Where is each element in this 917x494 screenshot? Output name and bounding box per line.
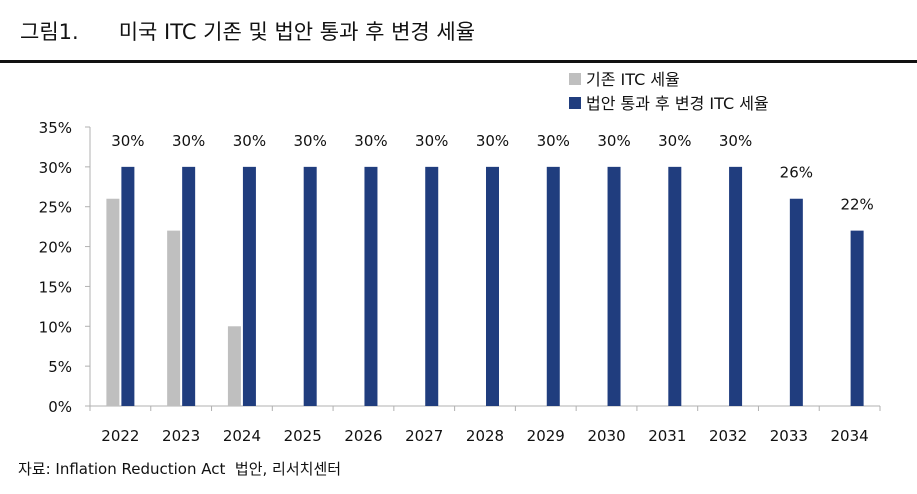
y-tick-label: 25% xyxy=(39,199,72,217)
x-tick-label: 2028 xyxy=(466,427,504,445)
x-tick-label: 2031 xyxy=(648,427,686,445)
data-label: 22% xyxy=(840,196,873,214)
y-tick-label: 15% xyxy=(39,278,72,296)
legend-swatch xyxy=(569,73,581,85)
x-tick-label: 2027 xyxy=(405,427,443,445)
legend-label: 법안 통과 후 변경 ITC 세율 xyxy=(586,94,769,113)
bar-changed xyxy=(607,166,621,406)
y-tick-label: 5% xyxy=(48,358,72,376)
x-tick-label: 2022 xyxy=(101,427,139,445)
bar-changed xyxy=(303,166,317,406)
data-label: 30% xyxy=(233,132,266,150)
data-label: 30% xyxy=(294,132,327,150)
bar-changed xyxy=(364,166,378,406)
bar-changed xyxy=(546,166,560,406)
bars xyxy=(106,166,864,406)
title-divider xyxy=(0,60,917,63)
bar-changed xyxy=(668,166,682,406)
source-note: 자료: Inflation Reduction Act 법안, 리서치센터 xyxy=(18,460,342,478)
bar-changed xyxy=(121,166,135,406)
y-tick-label: 35% xyxy=(39,119,72,137)
legend-label: 기존 ITC 세율 xyxy=(586,70,680,89)
y-tick-label: 0% xyxy=(48,398,72,416)
x-tick-label: 2030 xyxy=(587,427,625,445)
y-tick-label: 20% xyxy=(39,239,72,257)
data-label: 30% xyxy=(597,132,630,150)
x-axis: 2022 2023 2024 2025 2026 2027 2028 2029 2030 2031… xyxy=(89,405,881,445)
figure-title: 그림1. 미국 ITC 기존 및 법안 통과 후 변경 세율 xyxy=(20,20,476,44)
data-label: 30% xyxy=(476,132,509,150)
x-tick-label: 2025 xyxy=(284,427,322,445)
x-tick-label: 2033 xyxy=(770,427,808,445)
data-label: 30% xyxy=(172,132,205,150)
y-tick-label: 10% xyxy=(39,318,72,336)
bar-changed xyxy=(182,166,196,406)
data-label: 30% xyxy=(537,132,570,150)
data-label: 30% xyxy=(354,132,387,150)
x-tick-label: 2026 xyxy=(344,427,382,445)
bar-existing xyxy=(106,198,120,406)
x-tick-label: 2032 xyxy=(709,427,747,445)
bar-changed xyxy=(789,198,803,406)
y-axis: 0% 5% 10% 15% 20% 25% 30% 35% xyxy=(39,119,91,416)
bar-changed xyxy=(850,230,864,406)
bar-changed xyxy=(425,166,439,406)
data-label: 30% xyxy=(658,132,691,150)
data-label: 30% xyxy=(415,132,448,150)
data-labels: 30% 30% 30% 30% 30% 30% 30% 30% 30% 30% 30% 26% 22% xyxy=(111,132,874,214)
bar-existing xyxy=(167,230,181,406)
bar-changed xyxy=(242,166,256,406)
data-label: 26% xyxy=(780,164,813,182)
y-tick-label: 30% xyxy=(39,159,72,177)
x-tick-label: 2023 xyxy=(162,427,200,445)
x-tick-label: 2029 xyxy=(527,427,565,445)
x-tick-label: 2034 xyxy=(831,427,869,445)
bar-changed xyxy=(486,166,499,406)
legend-swatch xyxy=(569,97,581,109)
bar-changed xyxy=(729,166,743,406)
x-tick-label: 2024 xyxy=(223,427,261,445)
bar-existing xyxy=(227,326,241,406)
data-label: 30% xyxy=(111,132,144,150)
data-label: 30% xyxy=(719,132,752,150)
